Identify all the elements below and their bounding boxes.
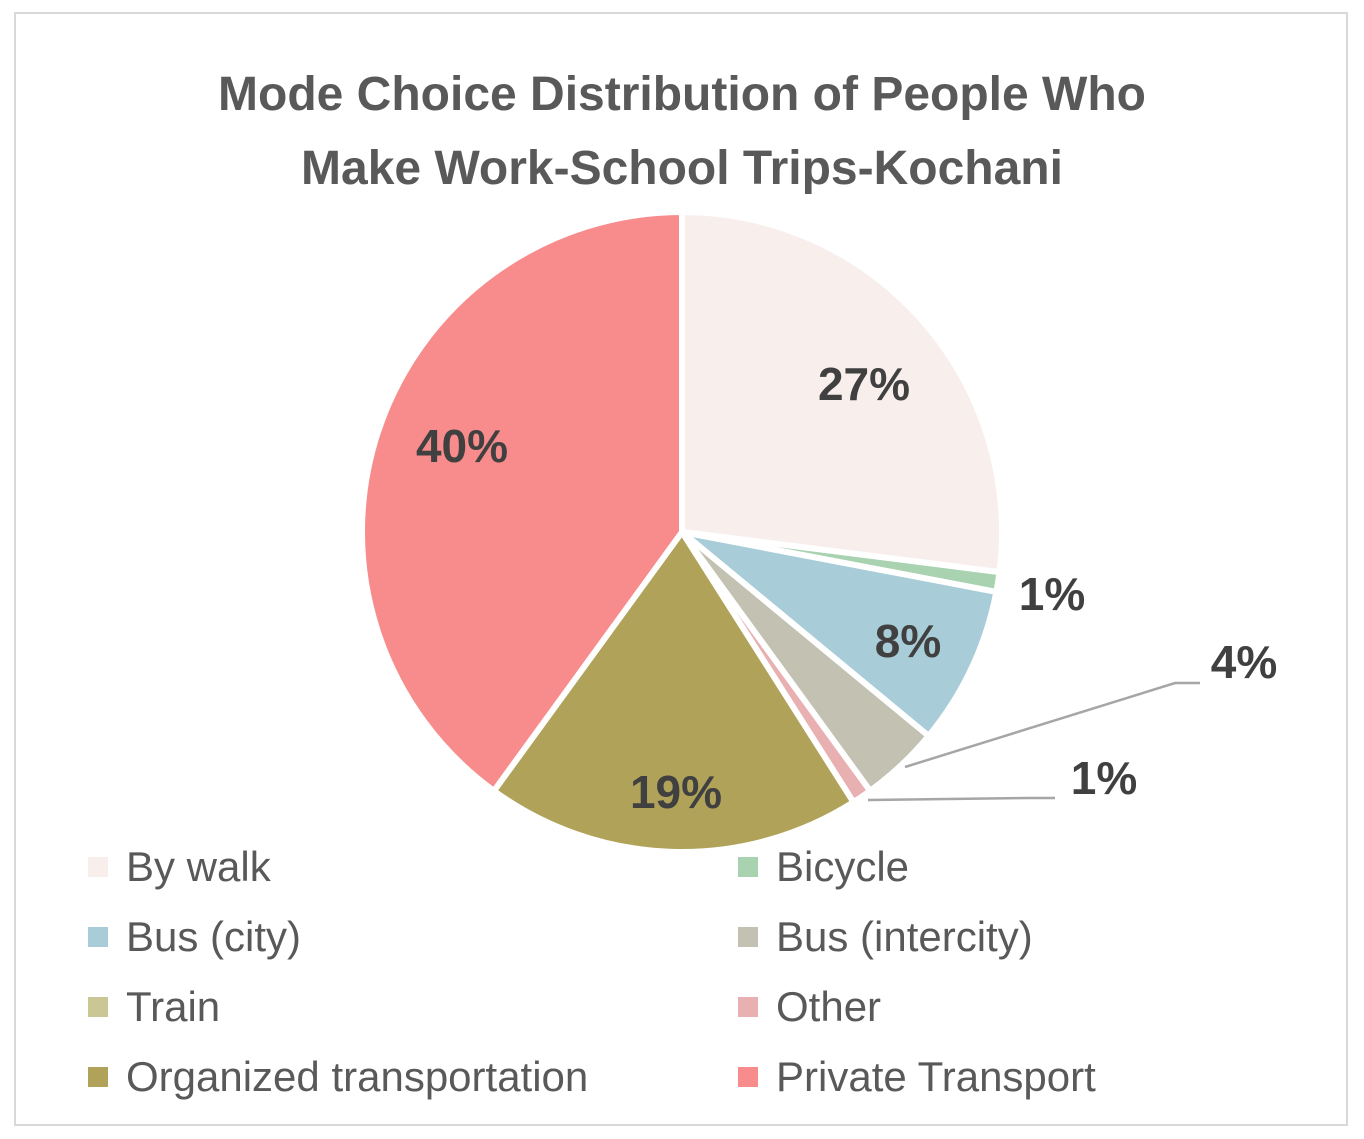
pie-slice-by-walk	[679, 209, 1005, 576]
chart-title-line-1: Mode Choice Distribution of People Who	[218, 68, 1146, 121]
legend-item-other: Other	[738, 972, 1288, 1042]
legend-label: Train	[126, 983, 221, 1030]
legend-label: Bus (intercity)	[776, 913, 1033, 960]
legend-swatch	[88, 857, 108, 877]
data-label-by-walk: 27%	[818, 358, 910, 410]
legend-label: By walk	[126, 843, 271, 890]
chart-title-line-2: Make Work-School Trips-Kochani	[301, 142, 1063, 195]
pie-slice-bus-city	[679, 529, 1000, 739]
data-label-bus-intercity: 4%	[1211, 636, 1277, 688]
legend-label: Organized transportation	[126, 1053, 589, 1100]
legend-swatch	[738, 1067, 758, 1087]
pie-slice-private-transport	[359, 209, 685, 794]
leader-line-bus-intercity	[904, 681, 1200, 769]
legend-swatch	[88, 1067, 108, 1087]
data-label-other: 1%	[1071, 752, 1137, 804]
legend-item-bus-city: Bus (city)	[88, 902, 738, 972]
legend-item-by-walk: By walk	[88, 832, 738, 902]
legend-swatch	[738, 997, 758, 1017]
leader-line-other	[867, 796, 1055, 802]
legend-item-bicycle: Bicycle	[738, 832, 1288, 902]
legend-label: Bicycle	[776, 843, 910, 890]
legend-swatch	[88, 927, 108, 947]
data-label-organized-transportation: 19%	[630, 766, 722, 818]
legend-label: Private Transport	[776, 1053, 1096, 1100]
legend-item-private-transport: Private Transport	[738, 1042, 1288, 1112]
legend-swatch	[738, 927, 758, 947]
pie-slice-organized-transportation	[490, 529, 857, 855]
data-label-private-transport: 40%	[416, 420, 508, 472]
legend-item-train: Train	[88, 972, 738, 1042]
legend-item-bus-intercity: Bus (intercity)	[738, 902, 1288, 972]
legend-swatch	[88, 997, 108, 1017]
legend-swatch	[738, 857, 758, 877]
chart-title: Mode Choice Distribution of People Who M…	[0, 58, 1364, 206]
data-label-bus-city: 8%	[875, 615, 941, 667]
legend-label: Bus (city)	[126, 913, 302, 960]
data-label-bicycle: 1%	[1019, 568, 1085, 620]
legend-label: Other	[776, 983, 882, 1030]
legend-item-organized-transportation: Organized transportation	[88, 1042, 738, 1112]
chart-legend: By walk Bicycle Bus (city) Bus (intercity) T…	[88, 832, 1288, 1112]
